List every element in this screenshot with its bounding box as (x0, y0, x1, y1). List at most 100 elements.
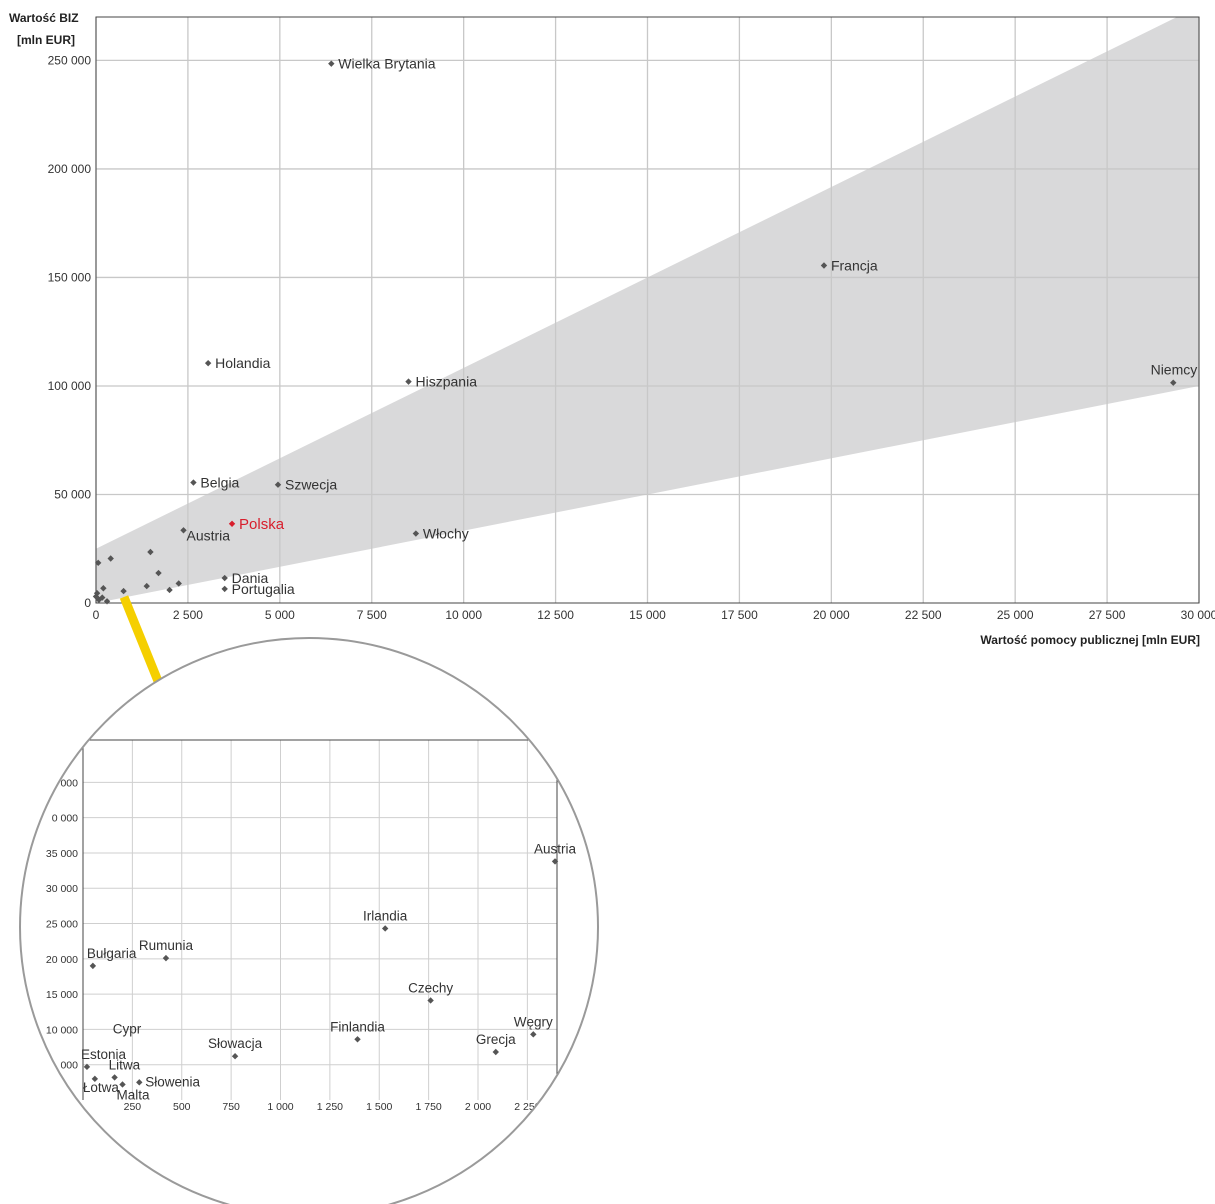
point-hiszpania (405, 378, 412, 385)
inset-point-slowacja (231, 1053, 239, 1060)
inset-y-tick-label: 0 000 (52, 813, 78, 825)
label-belgia: Belgia (200, 475, 239, 491)
inset-point-lotwa (91, 1075, 99, 1083)
y-tick-label: 150 000 (48, 270, 92, 284)
main-scatter-chart: 0 2 500 5 000 7 500 10 000 12 500 15 000 17 500… (9, 11, 1215, 647)
inset-x-tick-label: 2 000 (465, 1101, 491, 1113)
x-tick-labels: 0 2 500 5 000 7 500 10 000 12 500 15 000 17 500… (93, 608, 1215, 622)
point-portugalia (221, 585, 228, 593)
label-niemcy: Niemcy (1151, 362, 1198, 378)
point (99, 594, 106, 601)
inset-y-tick-label: 15 000 (46, 989, 78, 1001)
inset-y-tick-label: 20 000 (46, 954, 78, 966)
x-tick-label: 30 000 (1181, 608, 1215, 622)
point (155, 569, 162, 577)
inset-point-litwa (111, 1074, 118, 1081)
label-wielka-brytania: Wielka Brytania (338, 56, 435, 72)
point-szwecja (274, 481, 282, 488)
point (175, 580, 182, 587)
label-wlochy: Włochy (423, 526, 469, 542)
point-holandia (204, 359, 212, 367)
data-points: Wielka Brytania Francja Holandia Hiszpania N… (92, 56, 1198, 605)
point (95, 596, 103, 603)
inset-label-estonia: Estonia (81, 1047, 127, 1062)
inset-label-slowenia: Słowenia (145, 1074, 200, 1089)
label-portugalia: Portugalia (232, 581, 295, 597)
inset-label-bulgaria: Bułgaria (87, 946, 137, 961)
inset-label-slowacja: Słowacja (208, 1036, 263, 1051)
x-tick-label: 25 000 (997, 608, 1034, 622)
x-tick-label: 7 500 (357, 608, 387, 622)
inset-gridlines (83, 740, 557, 1100)
point-francja (820, 262, 828, 269)
point (95, 559, 102, 567)
label-austria: Austria (187, 527, 231, 543)
inset-label-rumunia: Rumunia (139, 938, 194, 953)
inset-point-irlandia (381, 925, 389, 932)
y-tick-label: 250 000 (48, 53, 92, 67)
inset-label-czechy: Czechy (408, 980, 453, 995)
y-tick-label: 100 000 (48, 379, 92, 393)
point-wielka-brytania (328, 60, 335, 67)
label-dania: Dania (232, 570, 269, 586)
point (100, 585, 107, 592)
label-szwecja: Szwecja (285, 477, 337, 493)
inset-x-tick-label: 500 (173, 1101, 191, 1113)
y-tick-label: 0 (84, 596, 91, 610)
point (103, 598, 111, 605)
x-tick-label: 12 500 (537, 608, 574, 622)
inset-point-austria (551, 858, 559, 865)
y-gridlines (96, 59, 1199, 496)
x-tick-label: 20 000 (813, 608, 850, 622)
y-tick-label: 200 000 (48, 162, 92, 176)
inset-x-tick-label: 750 (222, 1101, 240, 1113)
inset-label-lotwa: Łotwa (83, 1080, 120, 1095)
y-axis-title-line1: Wartość BIZ (9, 11, 79, 25)
x-axis-title: Wartość pomocy publicznej [mln EUR] (980, 633, 1200, 647)
inset-x-tick-label: 1 250 (317, 1101, 343, 1113)
x-tick-label: 17 500 (721, 608, 758, 622)
inset-point-grecja (492, 1048, 499, 1056)
x-tick-label: 15 000 (629, 608, 666, 622)
inset-y-tick-label: 35 000 (46, 848, 78, 860)
inset-label-litwa: Litwa (109, 1057, 141, 1072)
label-holandia: Holandia (215, 355, 270, 371)
point (143, 582, 150, 590)
point-wlochy (412, 530, 420, 537)
inset-y-tick-label: 000 (60, 1060, 78, 1072)
x-tick-label: 27 500 (1089, 608, 1126, 622)
y-tick-labels: 0 50 000 100 000 150 000 200 000 250 000 (48, 53, 92, 610)
x-tick-label: 10 000 (445, 608, 482, 622)
inset-label-grecja: Grecja (476, 1032, 516, 1047)
zoom-inset: 000 10 000 15 000 20 000 25 000 30 000 35 000 0… (19, 637, 599, 1204)
y-axis-title-line2: [mln EUR] (17, 33, 75, 47)
x-tick-label: 0 (93, 608, 100, 622)
inset-label-wegry: Węgry (514, 1014, 553, 1029)
point-austria (180, 527, 187, 534)
point (120, 587, 127, 595)
point (147, 548, 154, 556)
y-tick-label: 50 000 (54, 487, 91, 501)
point-niemcy (1170, 379, 1177, 386)
inset-point-malta (119, 1081, 126, 1088)
inset-point-bulgaria (89, 962, 97, 970)
point (107, 555, 114, 562)
inset-point-estonia (83, 1063, 91, 1071)
inset-point-rumunia (162, 954, 170, 962)
label-francja: Francja (831, 258, 878, 274)
inset-label-malta: Malta (117, 1087, 151, 1102)
inset-x-tick-labels: 250 500 750 1 000 1 250 1 500 1 750 2 000 2 250 (124, 1101, 541, 1113)
inset-x-tick-label: 2 250 (514, 1101, 540, 1113)
inset-y-tick-label: 000 (60, 777, 78, 789)
point (166, 586, 173, 594)
inset-x-tick-label: 1 000 (267, 1101, 293, 1113)
inset-y-tick-label: 10 000 (46, 1024, 78, 1036)
plot-area-frame (95, 16, 1200, 604)
inset-x-tick-label: 1 750 (415, 1101, 441, 1113)
inset-point-slowenia (136, 1079, 143, 1086)
inset-y-tick-label: 25 000 (46, 919, 78, 931)
point (93, 590, 101, 597)
inset-y-tick-label: 30 000 (46, 883, 78, 895)
inset-point-wegry (530, 1031, 537, 1038)
